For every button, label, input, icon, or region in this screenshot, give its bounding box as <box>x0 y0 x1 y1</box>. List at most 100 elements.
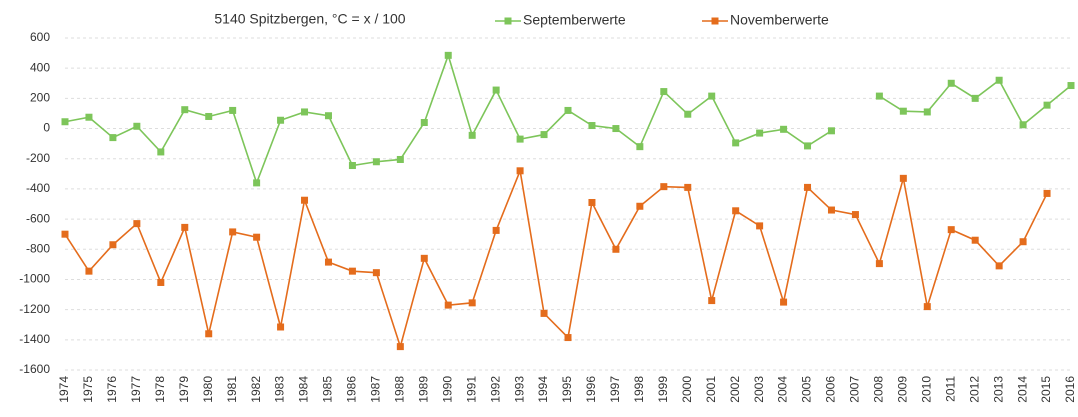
x-tick-label: 1997 <box>608 376 622 403</box>
y-tick-label: 400 <box>30 60 50 74</box>
data-point <box>540 131 548 139</box>
data-point <box>947 79 955 87</box>
x-tick-label: 2011 <box>943 376 957 402</box>
x-tick-label: 2016 <box>1063 376 1077 403</box>
data-point <box>660 183 668 191</box>
data-point <box>301 196 309 204</box>
legend-marker <box>711 17 719 25</box>
data-point <box>612 125 620 133</box>
data-point <box>995 262 1003 270</box>
x-tick-label: 1991 <box>464 376 478 403</box>
data-point <box>732 207 740 215</box>
data-point <box>372 269 380 277</box>
data-point <box>253 179 261 187</box>
data-point <box>516 167 524 175</box>
data-point <box>732 139 740 147</box>
data-point <box>277 116 285 124</box>
x-tick-label: 1984 <box>297 376 311 403</box>
data-point <box>708 92 716 100</box>
x-tick-label: 1979 <box>177 376 191 403</box>
data-point <box>684 110 692 118</box>
data-point <box>708 297 716 305</box>
data-point <box>85 113 93 121</box>
data-point <box>995 76 1003 84</box>
y-tick-label: -600 <box>26 211 50 225</box>
data-point <box>1019 121 1027 129</box>
x-tick-label: 2012 <box>967 376 981 403</box>
x-tick-label: 2007 <box>848 376 862 403</box>
data-point <box>229 106 237 114</box>
x-tick-label: 1976 <box>105 376 119 403</box>
data-point <box>780 125 788 133</box>
x-tick-label: 1978 <box>153 376 167 403</box>
data-point <box>133 220 141 228</box>
data-point <box>923 303 931 311</box>
series-line <box>64 52 1072 186</box>
x-tick-label: 1986 <box>345 376 359 403</box>
y-tick-label: -1600 <box>19 362 50 376</box>
legend-label: Septemberwerte <box>523 12 626 28</box>
data-point <box>253 233 261 241</box>
x-tick-label: 1993 <box>512 376 526 403</box>
data-point <box>780 298 788 306</box>
data-point <box>205 112 213 120</box>
data-point <box>492 86 500 94</box>
data-point <box>420 119 428 127</box>
data-point <box>1019 238 1027 246</box>
x-tick-label: 1999 <box>656 376 670 403</box>
data-point <box>205 330 213 338</box>
x-tick-label: 1977 <box>129 376 143 403</box>
data-point <box>372 158 380 166</box>
data-point <box>301 108 309 116</box>
data-point <box>875 92 883 100</box>
y-tick-label: 200 <box>30 91 50 105</box>
chart-title: 5140 Spitzbergen, °C = x / 100 <box>214 11 405 27</box>
data-point <box>396 155 404 163</box>
x-tick-label: 1989 <box>416 376 430 403</box>
data-point <box>348 267 356 275</box>
x-tick-label: 2002 <box>728 376 742 403</box>
data-point <box>947 226 955 234</box>
y-tick-label: -800 <box>26 241 50 255</box>
data-point <box>923 108 931 116</box>
x-tick-label: 2014 <box>1015 376 1029 403</box>
x-tick-label: 1988 <box>393 376 407 403</box>
y-tick-label: -200 <box>26 151 50 165</box>
data-point <box>61 118 69 126</box>
x-tick-label: 1996 <box>584 376 598 403</box>
data-point <box>540 309 548 317</box>
legend-label: Novemberwerte <box>730 12 829 28</box>
data-point <box>899 107 907 115</box>
x-tick-label: 2003 <box>752 376 766 403</box>
x-tick-label: 1981 <box>225 376 239 403</box>
data-point <box>756 129 764 137</box>
data-point <box>109 241 117 249</box>
x-tick-label: 1985 <box>321 376 335 403</box>
series-line <box>64 167 1048 350</box>
data-point <box>85 267 93 275</box>
data-point <box>348 162 356 170</box>
data-point <box>324 112 332 120</box>
x-tick-label: 2006 <box>824 376 838 403</box>
data-point <box>133 122 141 130</box>
legend-marker <box>504 17 512 25</box>
y-tick-label: -1000 <box>19 272 50 286</box>
y-tick-label: -1200 <box>19 302 50 316</box>
x-tick-label: 1990 <box>440 376 454 403</box>
data-point <box>229 228 237 236</box>
data-point <box>804 183 812 191</box>
x-tick-label: 1980 <box>201 376 215 403</box>
x-tick-label: 2009 <box>896 376 910 403</box>
x-tick-label: 2010 <box>919 376 933 403</box>
y-tick-label: -400 <box>26 181 50 195</box>
data-point <box>516 135 524 143</box>
data-point <box>564 106 572 114</box>
data-point <box>612 245 620 253</box>
data-point <box>875 260 883 268</box>
data-point <box>899 174 907 182</box>
data-point <box>468 299 476 307</box>
data-point <box>324 258 332 266</box>
data-point <box>157 278 165 286</box>
data-point <box>564 334 572 342</box>
x-tick-label: 2015 <box>1039 376 1053 403</box>
